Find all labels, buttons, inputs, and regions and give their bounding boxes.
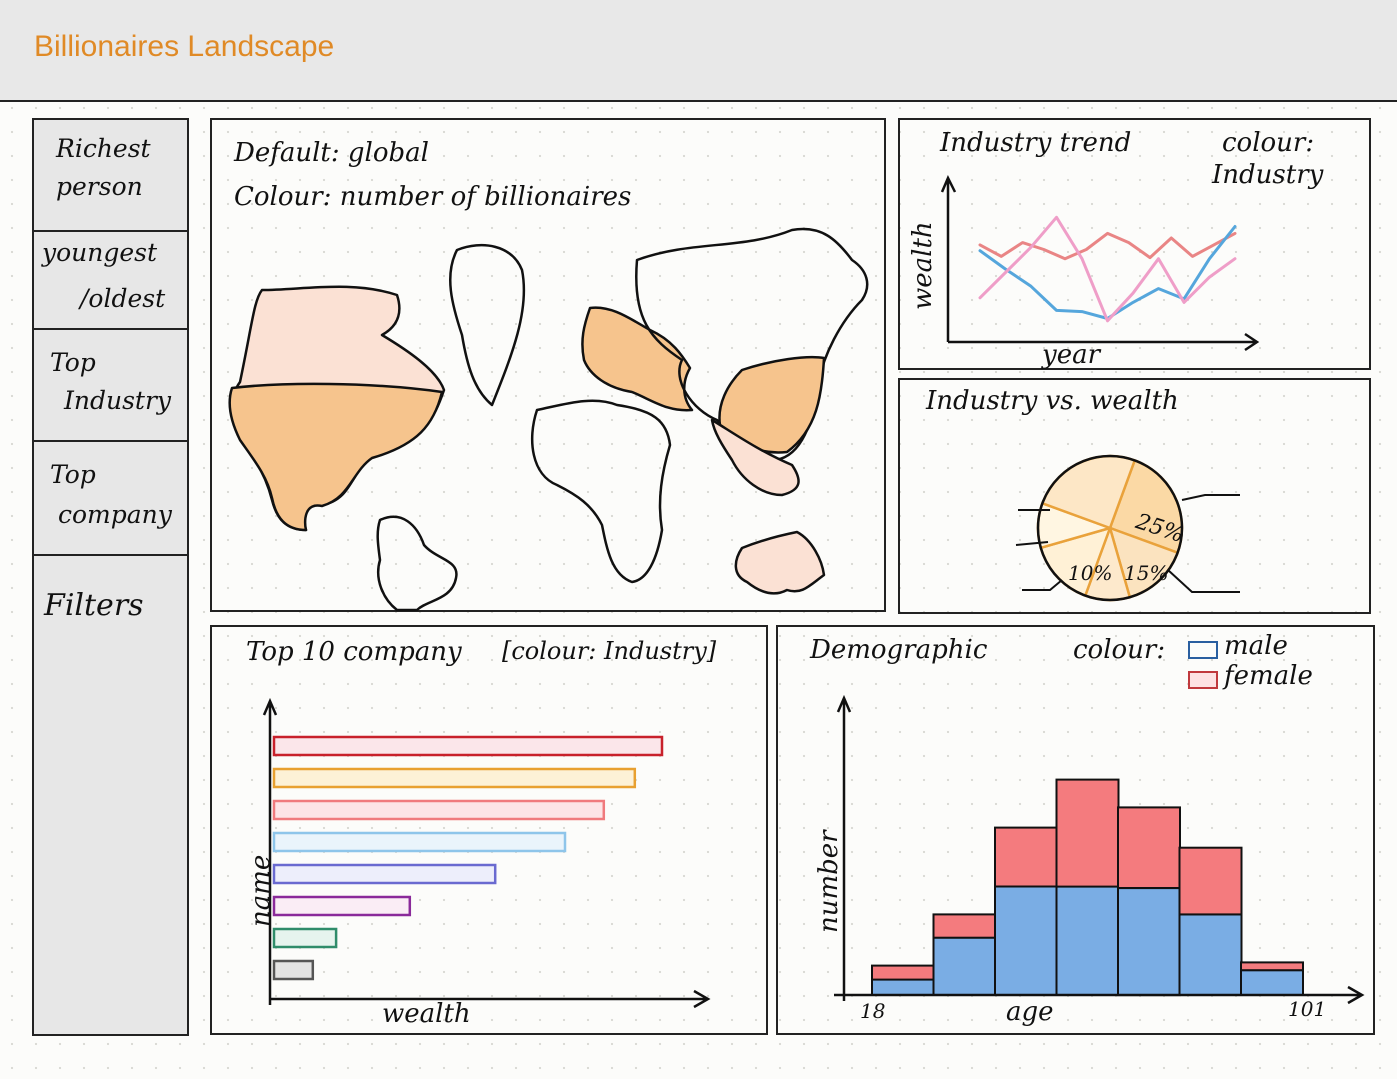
legend-male-label: male (1224, 631, 1288, 661)
male-bar (994, 885, 1058, 996)
company-bar (272, 959, 315, 981)
bar-y-axis (262, 697, 278, 1005)
leader-line (1015, 541, 1049, 546)
sidebar-item-label: Industry (64, 386, 172, 415)
pie-label: 10% (1068, 561, 1112, 585)
female-bar (1240, 961, 1304, 972)
sidebar-item-label: /oldest (80, 284, 166, 313)
demo-x-label: age (1006, 997, 1054, 1027)
trend-series-1 (978, 225, 1237, 320)
sidebar-item-youngest-oldest[interactable]: youngest /oldest (34, 232, 187, 330)
male-bar (1055, 885, 1120, 996)
trend-series-2 (978, 215, 1237, 323)
male-bar (871, 978, 935, 996)
company-bar (272, 927, 338, 949)
company-bar (272, 767, 637, 789)
sidebar-item-label: Richest (56, 134, 151, 163)
south-america-shape (376, 515, 458, 612)
female-bar (1178, 846, 1243, 916)
australia-shape (734, 530, 826, 595)
pie-outline (1036, 454, 1184, 602)
male-bar (1240, 969, 1304, 997)
bar-x-label: wealth (382, 999, 471, 1029)
histogram (871, 778, 1304, 997)
company-bar (272, 799, 606, 821)
bar-title: Top 10 company (246, 637, 462, 667)
company-bar (272, 895, 412, 917)
world-map-panel: Default: global Colour: number of billio… (210, 118, 886, 612)
app-header: Billionaires Landscape (0, 0, 1397, 102)
greenland-shape (449, 243, 526, 407)
europe-shape (581, 306, 694, 412)
top-company-panel: Top 10 company [colour: Industry] wealth… (210, 625, 768, 1035)
trend-x-label: year (1042, 340, 1101, 370)
trend-y-axis (940, 175, 957, 342)
female-bar (1117, 806, 1181, 889)
male-bar (932, 936, 997, 997)
pie-title: Industry vs. wealth (926, 386, 1179, 416)
sidebar-item-label: person (56, 172, 143, 201)
female-bar (932, 913, 997, 939)
pie-leader-lines (1015, 494, 1240, 593)
trend-series-0 (978, 231, 1237, 261)
demo-x-start: 18 (860, 999, 886, 1023)
sidebar-item-label: Top (50, 348, 96, 377)
sidebar-item-top-industry[interactable]: Top Industry (34, 330, 187, 442)
company-bar (272, 831, 567, 853)
male-bar (1117, 887, 1181, 997)
sidebar-item-label: youngest (42, 238, 158, 267)
demographic-panel: Demographic colour: male female age 18 1… (776, 625, 1375, 1035)
female-bar (994, 826, 1058, 888)
north-america-south-shape (228, 382, 444, 532)
trend-title: Industry trend (940, 128, 1132, 158)
demo-colour-label: colour: (1073, 635, 1166, 665)
sidebar-item-richest-person[interactable]: Richest person (34, 120, 187, 232)
leader-line (1022, 579, 1063, 591)
legend-female-label: female (1224, 661, 1313, 691)
bar-chart (272, 735, 664, 981)
bar-colour-note: [colour: Industry] (502, 637, 717, 665)
map-colour-note: Colour: number of billionaires (234, 182, 632, 212)
industry-wealth-panel: Industry vs. wealth 25% 10% 15% (898, 378, 1371, 614)
sidebar-item-label: company (58, 500, 172, 529)
app-title: Billionaires Landscape (34, 30, 335, 63)
sidebar-item-label: Top (50, 460, 96, 489)
asia-fill-shape (718, 355, 826, 454)
demo-y-axis (836, 694, 852, 1001)
leader-line (1167, 569, 1240, 593)
south-asia-shape (710, 418, 800, 497)
demo-title: Demographic (810, 635, 988, 665)
world-map[interactable] (212, 120, 884, 612)
filters-label[interactable]: Filters (44, 588, 144, 623)
legend-male-swatch (1188, 641, 1218, 659)
female-bar (1055, 778, 1120, 888)
pie-label: 15% (1124, 561, 1168, 585)
industry-trend-panel: Industry trend colour: Industry year wea… (898, 118, 1371, 370)
trend-x-axis (948, 332, 1260, 352)
trend-colour-value: Industry (1212, 160, 1324, 190)
sidebar: Richest person youngest /oldest Top Indu… (32, 118, 189, 1036)
legend-female-swatch (1188, 671, 1218, 689)
demo-x-axis (834, 985, 1365, 1005)
sidebar-item-top-company[interactable]: Top company (34, 442, 187, 556)
demo-x-end: 101 (1288, 997, 1327, 1021)
trend-lines (978, 215, 1237, 323)
bar-x-axis (270, 989, 711, 1009)
company-bar (272, 863, 497, 885)
female-bar (871, 964, 935, 981)
trend-colour-label: colour: (1222, 128, 1315, 158)
male-bar (1178, 913, 1243, 996)
leader-line (1181, 494, 1240, 501)
company-bar (272, 735, 664, 757)
map-default-note: Default: global (234, 138, 429, 168)
africa-shape (530, 399, 672, 584)
